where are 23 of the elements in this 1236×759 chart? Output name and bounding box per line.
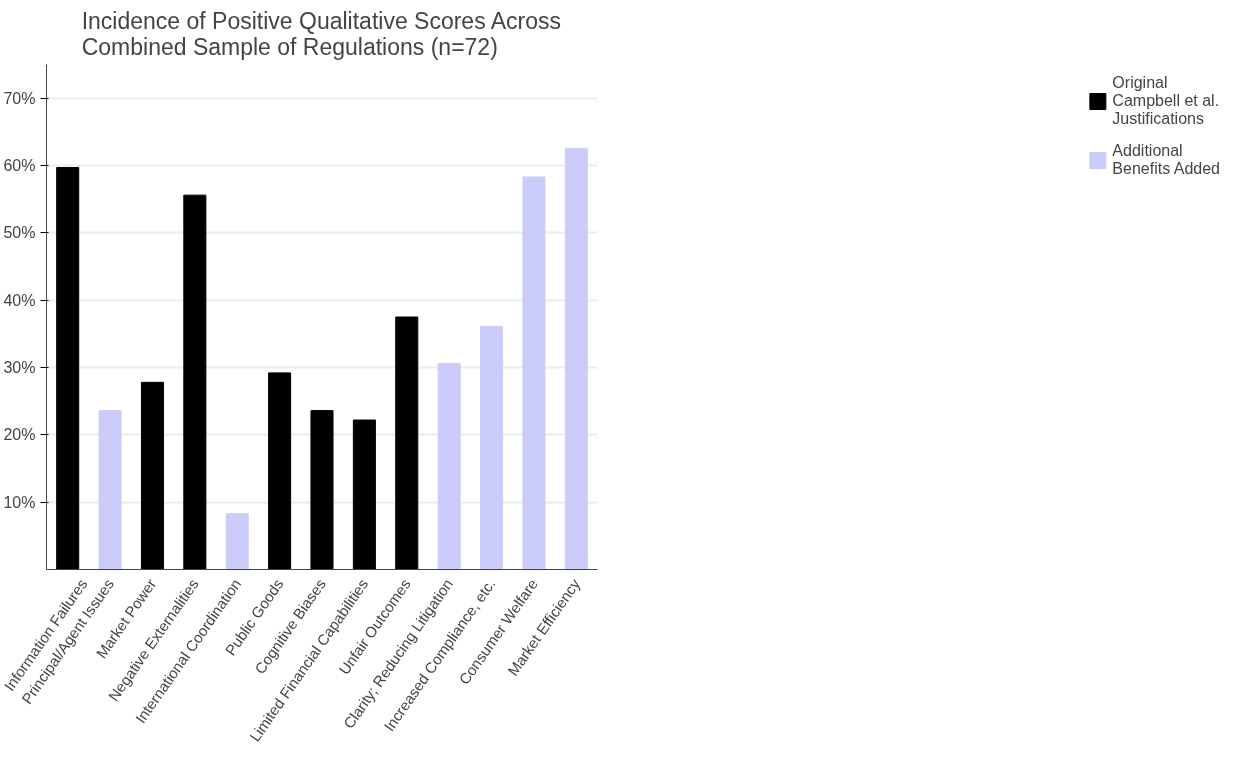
y-tick-label: 50% bbox=[3, 224, 36, 242]
bar bbox=[56, 167, 80, 570]
y-tick-label: 20% bbox=[3, 426, 36, 444]
bar bbox=[395, 316, 419, 570]
bar bbox=[437, 362, 461, 570]
bar bbox=[480, 325, 504, 570]
bar bbox=[310, 410, 334, 570]
legend-label: Original Campbell et al. Justifications bbox=[1112, 74, 1220, 128]
bar bbox=[522, 176, 546, 570]
y-tick-label: 10% bbox=[3, 493, 36, 511]
chart-title: Incidence of Positive Qualitative Scores Across Combined Sample of Regulations (n=72) bbox=[81, 7, 562, 60]
bar bbox=[98, 410, 122, 570]
bar bbox=[564, 148, 588, 570]
y-tick-label: 40% bbox=[3, 291, 36, 309]
bar bbox=[225, 513, 249, 570]
y-tick-label: 30% bbox=[3, 359, 36, 376]
legend-label: Additional Benefits Added bbox=[1112, 142, 1220, 178]
y-tick-label: 70% bbox=[3, 89, 36, 107]
bar bbox=[352, 419, 376, 570]
bar bbox=[140, 381, 164, 570]
y-tick-label: 60% bbox=[3, 157, 36, 174]
bar bbox=[268, 372, 292, 570]
bar bbox=[183, 194, 207, 570]
